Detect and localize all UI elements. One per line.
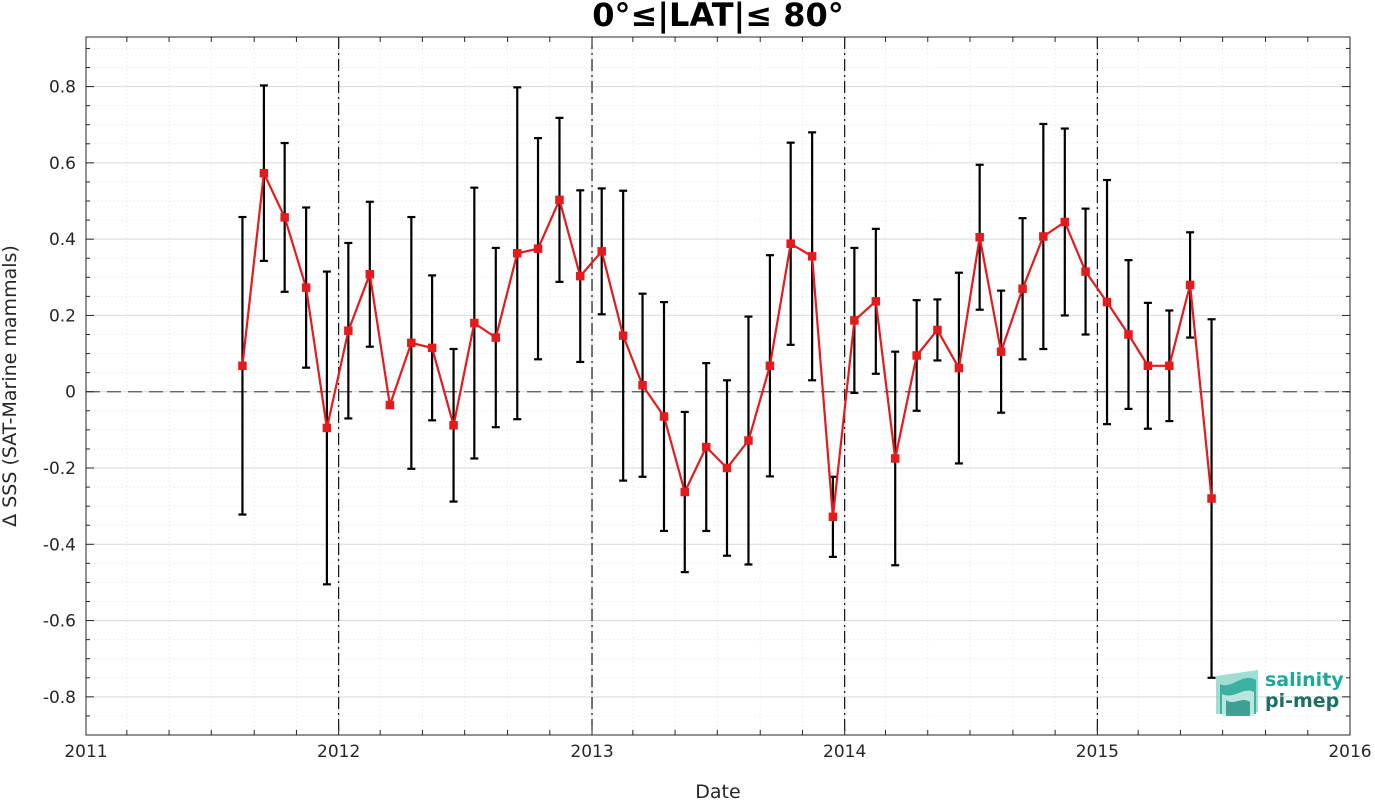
data-point-marker	[597, 247, 606, 256]
data-point-marker	[722, 463, 732, 473]
x-tick-label: 2014	[823, 742, 866, 762]
x-tick-label: 2016	[1328, 742, 1371, 762]
data-markers	[238, 168, 1216, 522]
year-boundary-lines	[338, 37, 1098, 735]
data-point-marker	[954, 363, 964, 373]
data-point-marker	[322, 423, 332, 433]
data-point-marker	[449, 421, 458, 430]
data-point-marker	[807, 252, 817, 261]
y-axis-label: Δ SSS (SAT-Marine mammals)	[0, 245, 21, 527]
data-point-marker	[533, 244, 543, 253]
y-tick-label: 0.2	[49, 306, 76, 326]
y-tick-label: 0.4	[49, 230, 76, 250]
y-tick-label: 0.6	[49, 154, 76, 174]
logo-wave-icon	[1216, 670, 1258, 716]
data-point-marker	[491, 333, 501, 342]
data-point-marker	[850, 316, 859, 325]
data-point-marker	[1185, 280, 1195, 290]
data-point-marker	[259, 168, 269, 178]
data-point-marker	[680, 487, 690, 497]
data-point-marker	[344, 326, 353, 335]
data-point-marker	[1102, 297, 1112, 307]
data-point-marker	[301, 283, 311, 292]
data-point-marker	[470, 318, 479, 328]
chart-title: 0°≤|LAT|≤ 80°	[592, 0, 843, 35]
data-point-marker	[1060, 217, 1070, 227]
data-point-marker	[638, 380, 647, 390]
data-point-marker	[618, 331, 628, 340]
data-point-marker	[975, 232, 984, 242]
x-tick-label: 2013	[570, 742, 613, 762]
data-point-marker	[280, 213, 289, 222]
data-point-marker	[1018, 284, 1027, 293]
plot-frame	[85, 36, 1351, 736]
data-point-marker	[828, 512, 838, 522]
data-point-marker	[1124, 330, 1133, 339]
data-point-marker	[427, 343, 437, 353]
axis-ticks	[85, 37, 1351, 736]
logo-text-salinity: salinity	[1265, 669, 1344, 691]
data-point-marker	[890, 454, 900, 463]
data-point-marker	[365, 269, 375, 279]
data-point-marker	[744, 436, 753, 445]
y-tick-label: -0.6	[43, 612, 76, 632]
data-point-marker	[1143, 361, 1153, 371]
y-tick-label: -0.4	[43, 535, 76, 555]
x-tick-label: 2015	[1076, 742, 1119, 762]
y-tick-label: -0.2	[43, 459, 76, 479]
data-point-marker	[933, 325, 942, 335]
data-point-marker	[385, 400, 395, 410]
y-tick-label: 0.8	[49, 78, 76, 98]
data-point-marker	[871, 297, 881, 306]
data-point-marker	[659, 412, 669, 421]
data-point-marker	[407, 338, 416, 348]
data-point-marker	[996, 347, 1006, 356]
logo-text-pi-mep: pi-mep	[1265, 690, 1339, 712]
x-tick-label: 2011	[64, 742, 107, 762]
data-point-marker	[1039, 232, 1048, 241]
data-point-marker	[1081, 267, 1090, 276]
y-tick-label: 0	[65, 383, 76, 403]
plot-background	[86, 37, 1350, 735]
y-tick-label: -0.8	[43, 688, 76, 708]
x-tick-label: 2012	[317, 742, 360, 762]
x-axis-label: Date	[695, 781, 740, 801]
data-point-marker	[238, 361, 247, 371]
y-tick-labels: -0.8 -0.6 -0.4 -0.2 0 0.2 0.4 0.6 0.8	[43, 78, 76, 708]
data-point-marker	[513, 249, 522, 258]
data-point-marker	[786, 239, 795, 248]
x-tick-labels: 2011 2012 2013 2014 2015 2016	[64, 742, 1371, 762]
data-point-marker	[1207, 494, 1216, 503]
data-point-marker	[912, 351, 921, 360]
data-point-marker	[1165, 361, 1174, 371]
data-point-marker	[555, 195, 564, 205]
data-point-marker	[701, 442, 711, 452]
data-point-marker	[765, 361, 775, 371]
salinity-pi-mep-logo: salinity pi-mep	[1216, 669, 1344, 716]
data-point-marker	[575, 271, 585, 281]
